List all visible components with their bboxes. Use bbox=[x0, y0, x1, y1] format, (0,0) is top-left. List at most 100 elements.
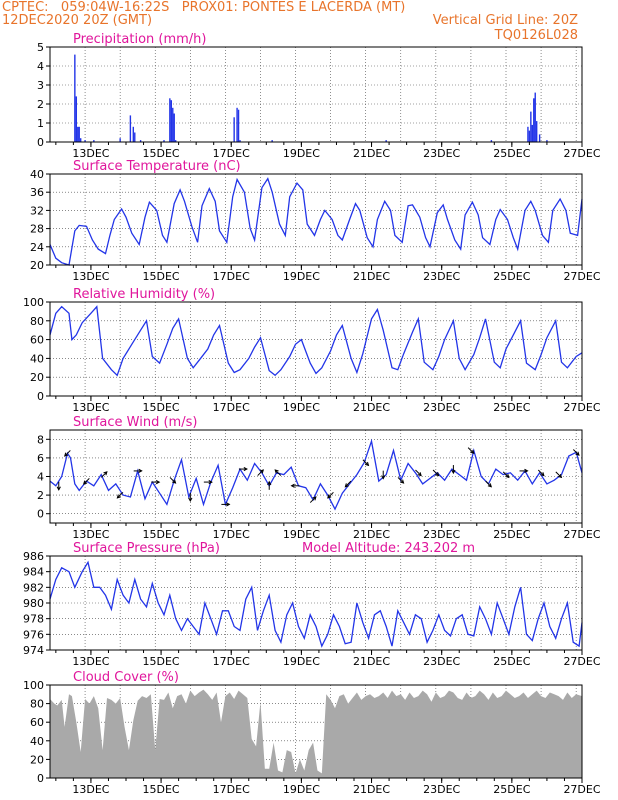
grid-note: Vertical Grid Line: 20Z bbox=[432, 13, 578, 28]
precip-bar bbox=[169, 98, 171, 142]
wind-arrow-shaft bbox=[257, 469, 264, 476]
y-tick-label: 28 bbox=[30, 223, 44, 236]
wind-arrow-head bbox=[138, 468, 143, 474]
x-tick-label: 21DEC bbox=[353, 783, 390, 796]
wind-arrow-head bbox=[188, 497, 193, 503]
precip-bar bbox=[538, 134, 541, 142]
wind-arrow bbox=[221, 502, 231, 507]
wind-arrow-shaft bbox=[100, 471, 108, 478]
x-tick-label: 23DEC bbox=[423, 270, 460, 283]
wind-arrow-head bbox=[103, 471, 108, 476]
wind-arrow-shaft bbox=[573, 449, 580, 456]
wind-arrow-head bbox=[400, 479, 405, 484]
wind-arrow bbox=[344, 480, 352, 488]
precip-series bbox=[74, 54, 548, 142]
x-tick-label: 27DEC bbox=[563, 783, 600, 796]
precip-bar bbox=[233, 117, 235, 142]
wind-arrow-head bbox=[505, 473, 510, 479]
x-tick-label: 13DEC bbox=[72, 655, 109, 668]
precip-bar bbox=[77, 126, 79, 142]
header: CPTEC: 059:04W-16:22S PROX01: PONTES E L… bbox=[0, 0, 618, 48]
x-tick-label: 25DEC bbox=[493, 270, 530, 283]
y-tick-label: 2 bbox=[37, 98, 44, 111]
x-tick-label: 25DEC bbox=[493, 783, 530, 796]
model-code: TQ0126L028 bbox=[494, 28, 578, 43]
wind-arrow-head bbox=[435, 472, 440, 477]
wind-arrow-head bbox=[327, 494, 332, 499]
x-tick-label: 27DEC bbox=[563, 270, 600, 283]
precip-bar bbox=[79, 138, 82, 142]
wind-arrow-head bbox=[364, 461, 370, 467]
y-tick-label: 0 bbox=[37, 508, 44, 521]
wind-arrow-head bbox=[208, 479, 213, 485]
x-tick-label: 25DEC bbox=[493, 147, 530, 160]
precip-bar bbox=[78, 126, 80, 142]
precip-bar bbox=[132, 126, 135, 142]
plot-frame bbox=[49, 684, 583, 779]
panel-cloud: 0 20 40 60 80 100 13DEC 15DEC 17DEC 19DEC 21DEC 23D… bbox=[23, 670, 601, 796]
y-tick-label: 60 bbox=[30, 334, 44, 347]
wind-arrow-shaft bbox=[467, 447, 475, 454]
plot-frame bbox=[49, 173, 583, 266]
panel-title: Relative Humidity (%) bbox=[73, 287, 215, 302]
wind-arrow bbox=[83, 477, 90, 485]
y-tick-label: 980 bbox=[23, 597, 44, 610]
wind-arrow-head bbox=[64, 452, 69, 457]
plot-frame bbox=[49, 46, 583, 143]
y-tick-label: 60 bbox=[30, 716, 44, 729]
wind-arrow bbox=[133, 468, 143, 474]
x-tick-label: 17DEC bbox=[213, 401, 250, 414]
precip-bar bbox=[534, 92, 536, 142]
cloud-area bbox=[50, 689, 582, 778]
wind-arrow bbox=[432, 469, 440, 477]
wind-arrow-shaft bbox=[502, 471, 510, 478]
plot-frame bbox=[49, 301, 583, 397]
x-tick-label: 23DEC bbox=[423, 147, 460, 160]
panel-wind: 0 2 4 6 8 13DEC 15DEC 17DEC 19DEC 21DEC 23DEC 25DEC… bbox=[37, 415, 601, 541]
wind-arrow-shaft bbox=[397, 477, 404, 484]
wind-arrow-head bbox=[557, 473, 563, 479]
wind-arrow-head bbox=[417, 472, 422, 477]
panel-subtitle: Model Altitude: 243.202 m bbox=[302, 541, 475, 556]
wind-arrow bbox=[188, 492, 193, 503]
wind-arrow bbox=[555, 471, 563, 479]
x-tick-label: 21DEC bbox=[353, 401, 390, 414]
precip-bar bbox=[236, 107, 238, 142]
x-tick-label: 13DEC bbox=[72, 401, 109, 414]
precip-bar bbox=[129, 115, 132, 142]
wind-arrow bbox=[327, 491, 334, 499]
wind-arrow bbox=[169, 477, 177, 484]
precip-bar bbox=[93, 140, 95, 142]
wind-arrow-shaft bbox=[537, 469, 545, 476]
wind-arrow-head bbox=[259, 469, 264, 474]
wind-arrow-shaft bbox=[415, 469, 422, 476]
wind-arrow bbox=[116, 491, 124, 499]
wind-arrow bbox=[203, 479, 213, 485]
x-tick-label: 23DEC bbox=[423, 528, 460, 541]
wind-arrow bbox=[56, 481, 61, 491]
wind-arrow-head bbox=[155, 479, 161, 485]
panel-title: Precipitation (mm/h) bbox=[73, 32, 206, 47]
precip-bar bbox=[528, 130, 531, 142]
wind-arrow-head bbox=[540, 472, 545, 477]
wind-arrow-head bbox=[575, 451, 580, 456]
y-tick-label: 80 bbox=[30, 315, 44, 328]
y-tick-label: 100 bbox=[23, 296, 44, 309]
x-tick-label: 23DEC bbox=[423, 401, 460, 414]
x-tick-label: 15DEC bbox=[143, 270, 180, 283]
precip-bar bbox=[75, 96, 78, 142]
x-tick-label: 23DEC bbox=[423, 783, 460, 796]
wind-arrow-head bbox=[116, 494, 121, 499]
x-tick-label: 25DEC bbox=[493, 401, 530, 414]
y-tick-label: 1 bbox=[37, 117, 44, 130]
y-tick-label: 0 bbox=[37, 772, 44, 785]
x-tick-label: 17DEC bbox=[213, 528, 250, 541]
x-tick-label: 17DEC bbox=[213, 147, 250, 160]
precip-bar bbox=[385, 140, 387, 142]
wind-arrow-shaft bbox=[345, 480, 352, 488]
precip-bar bbox=[84, 140, 86, 142]
wind-arrow-head bbox=[470, 449, 475, 454]
precip-bar bbox=[533, 98, 535, 142]
x-tick-label: 19DEC bbox=[283, 270, 320, 283]
x-tick-label: 15DEC bbox=[143, 655, 180, 668]
